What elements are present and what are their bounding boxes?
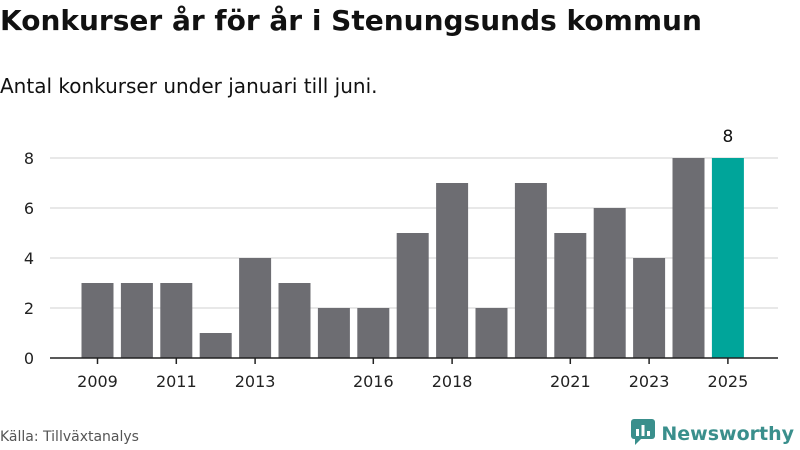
bar-2018 bbox=[436, 183, 469, 358]
labels: 0 2 4 6 8 2009 2011 2013 2016 2018 2021 2023 2025 8 bbox=[24, 127, 748, 391]
bar-2014 bbox=[278, 283, 311, 358]
bar-2020 bbox=[514, 183, 547, 358]
y-tick-label: 8 bbox=[24, 149, 34, 168]
x-tick-label: 2016 bbox=[353, 372, 394, 391]
bar-2010 bbox=[120, 283, 153, 358]
x-tick-label: 2021 bbox=[550, 372, 591, 391]
x-tick-label: 2013 bbox=[235, 372, 276, 391]
bar-2016 bbox=[357, 308, 390, 358]
bar-2025 bbox=[711, 158, 744, 358]
brand-name: Newsworthy bbox=[661, 423, 794, 445]
chart-subtitle: Antal konkurser under januari till juni. bbox=[0, 74, 378, 98]
bar-2022 bbox=[593, 208, 626, 358]
bar-2011 bbox=[160, 283, 193, 358]
bar-2015 bbox=[317, 308, 350, 358]
x-tick-label: 2023 bbox=[629, 372, 670, 391]
bars bbox=[81, 158, 744, 358]
bar-2017 bbox=[396, 233, 429, 358]
bar-2013 bbox=[239, 258, 272, 358]
y-tick-label: 0 bbox=[24, 349, 34, 368]
bar-2023 bbox=[633, 258, 666, 358]
source-note: Källa: Tillväxtanalys bbox=[0, 429, 139, 445]
y-tick-label: 4 bbox=[24, 249, 34, 268]
chart-title: Konkurser år för år i Stenungsunds kommu… bbox=[0, 4, 702, 37]
bar-2021 bbox=[554, 233, 587, 358]
x-tick-label: 2011 bbox=[156, 372, 197, 391]
bar-2009 bbox=[81, 283, 114, 358]
x-tick-label: 2018 bbox=[432, 372, 473, 391]
axes bbox=[50, 357, 778, 364]
y-tick-label: 6 bbox=[24, 199, 34, 218]
x-tick-label: 2009 bbox=[77, 372, 118, 391]
data-label-2025: 8 bbox=[722, 127, 733, 147]
bar-2019 bbox=[475, 308, 508, 358]
x-tick-label: 2025 bbox=[708, 372, 749, 391]
bar-chart: 0 2 4 6 8 2009 2011 2013 2016 2018 2021 2023 2025 8 bbox=[24, 127, 778, 391]
newsworthy-logo-icon bbox=[631, 419, 656, 449]
y-tick-label: 2 bbox=[24, 299, 34, 318]
bar-2024 bbox=[672, 158, 705, 358]
brand-logo[interactable]: Newsworthy bbox=[631, 419, 794, 449]
bar-2012 bbox=[199, 333, 232, 358]
